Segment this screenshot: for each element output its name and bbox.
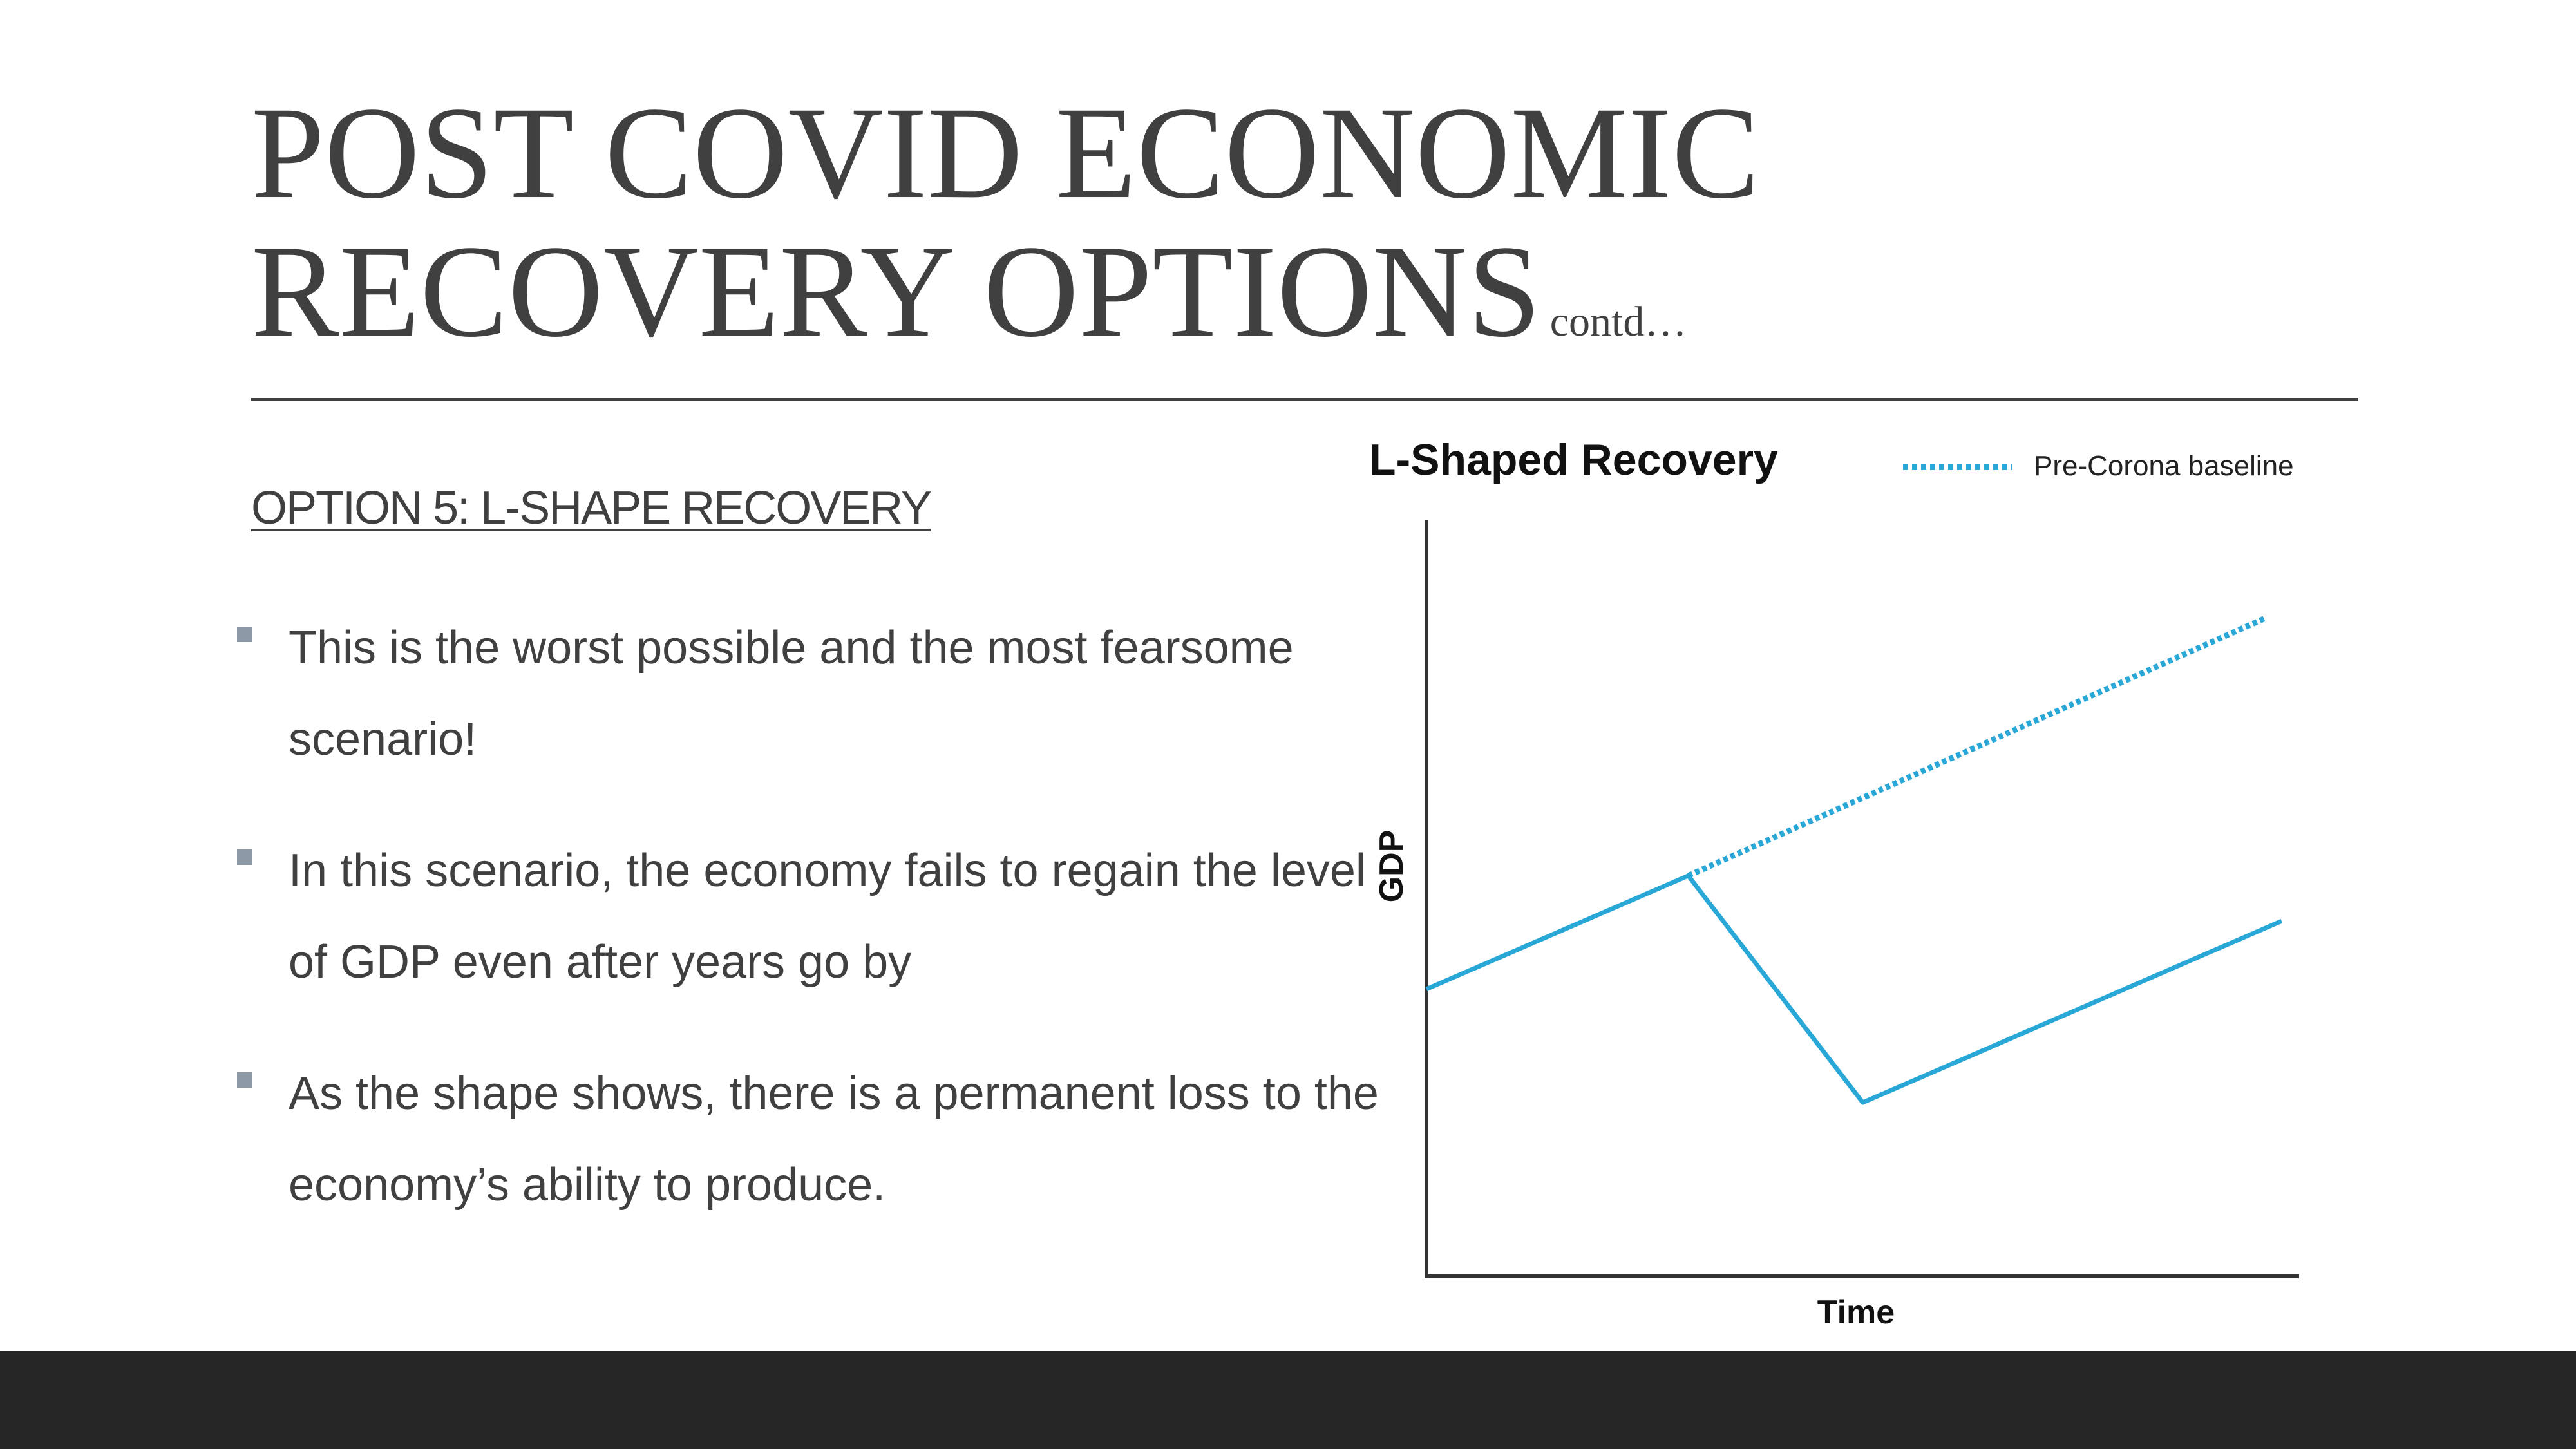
plot-area xyxy=(1425,616,2283,1105)
slide-title-line-2-text: RECOVERY OPTIONS xyxy=(251,218,1541,365)
chart-title: L-Shaped Recovery xyxy=(1369,435,1778,484)
slide-title-suffix: contd… xyxy=(1549,298,1687,345)
square-bullet-icon xyxy=(237,1072,252,1088)
bullet-item: As the shape shows, there is a permanent… xyxy=(232,1048,1391,1231)
slide-title: POST COVID ECONOMIC RECOVERY OPTIONS cont… xyxy=(251,84,2183,361)
square-bullet-icon xyxy=(237,627,252,642)
square-bullet-icon xyxy=(237,849,252,865)
x-axis-label: Time xyxy=(1817,1294,1895,1331)
legend-label: Pre-Corona baseline xyxy=(2034,450,2294,482)
gdp-series-line xyxy=(1425,873,2283,1105)
bullet-list: This is the worst possible and the most … xyxy=(232,602,1391,1271)
bullet-text: As the shape shows, there is a permanent… xyxy=(289,1068,1379,1211)
bullet-item: In this scenario, the economy fails to r… xyxy=(232,825,1391,1008)
bullet-text: This is the worst possible and the most … xyxy=(289,622,1294,765)
l-shaped-recovery-chart: L-Shaped Recovery Pre-Corona baseline GD… xyxy=(1369,435,2299,1331)
baseline-series-line xyxy=(1687,616,2266,878)
slide-title-line-2: RECOVERY OPTIONS contd… xyxy=(251,222,2183,361)
y-axis-label: GDP xyxy=(1373,830,1410,903)
slide-title-line-1: POST COVID ECONOMIC xyxy=(251,80,1760,226)
footer-bar xyxy=(0,1351,2576,1449)
bullet-item: This is the worst possible and the most … xyxy=(232,602,1391,785)
section-subheading: OPTION 5: L-SHAPE RECOVERY xyxy=(251,482,932,534)
title-divider xyxy=(251,398,2358,401)
chart-legend: Pre-Corona baseline xyxy=(1903,450,2294,482)
bullet-text: In this scenario, the economy fails to r… xyxy=(289,845,1366,988)
